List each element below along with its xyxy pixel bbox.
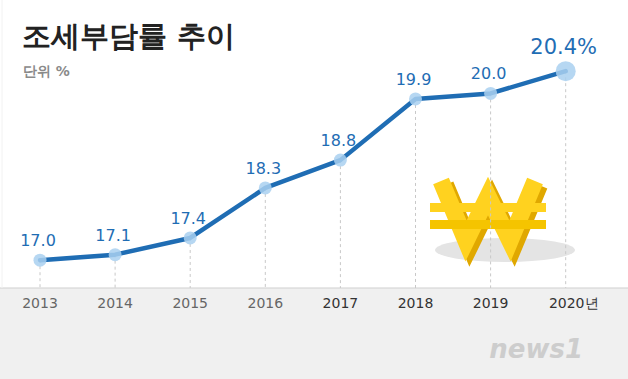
- data-label: 17.1: [95, 226, 131, 245]
- drop-line: [490, 93, 491, 288]
- data-label: 19.9: [396, 70, 432, 89]
- source: news1: [489, 334, 583, 364]
- x-axis-line: [0, 288, 628, 289]
- chart-root: 조세부담률 추이단위 % 17.0 17.1 17.4 18.3 18.8 19.9 20.0…: [0, 0, 628, 379]
- x-tick-label: 2014: [97, 295, 133, 311]
- x-tick-label: 2016: [247, 295, 283, 311]
- marker: [184, 231, 197, 244]
- marker: [409, 92, 422, 105]
- x-tick-label: 2020년: [549, 295, 599, 311]
- data-label: 18.8: [321, 131, 357, 150]
- x-tick-label: 2018: [398, 295, 434, 311]
- drop-line: [190, 238, 191, 288]
- data-label: 17.4: [170, 209, 206, 228]
- drop-line: [340, 160, 341, 288]
- won-bar: [430, 203, 546, 212]
- won-bar: [430, 220, 546, 229]
- drop-line: [565, 71, 566, 288]
- x-tick-label: 2013: [22, 295, 58, 311]
- data-label: 20.4%: [530, 35, 597, 59]
- x-tick-label: 2017: [323, 295, 359, 311]
- marker: [556, 61, 576, 81]
- x-tick-label: 2019: [473, 295, 509, 311]
- axis-band: [0, 288, 628, 379]
- title: 조세부담률 추이: [22, 19, 235, 53]
- marker: [109, 248, 122, 261]
- chart-svg: 조세부담률 추이단위 % 17.0 17.1 17.4 18.3 18.8 19.9 20.0…: [0, 0, 628, 379]
- data-label: 20.0: [471, 64, 507, 83]
- line: [40, 71, 566, 260]
- y-axis-line: [2, 0, 3, 288]
- marker: [484, 87, 497, 100]
- drop-line: [265, 188, 266, 288]
- subtitle: 단위 %: [23, 63, 70, 79]
- x-tick-label: 2015: [172, 295, 208, 311]
- marker: [259, 181, 272, 194]
- data-label: 17.0: [20, 231, 56, 250]
- won-icon: [430, 181, 575, 262]
- marker: [34, 254, 47, 267]
- plot-area: [34, 61, 576, 267]
- data-label: 18.3: [245, 159, 281, 178]
- marker: [334, 154, 347, 167]
- drop-line: [415, 99, 416, 288]
